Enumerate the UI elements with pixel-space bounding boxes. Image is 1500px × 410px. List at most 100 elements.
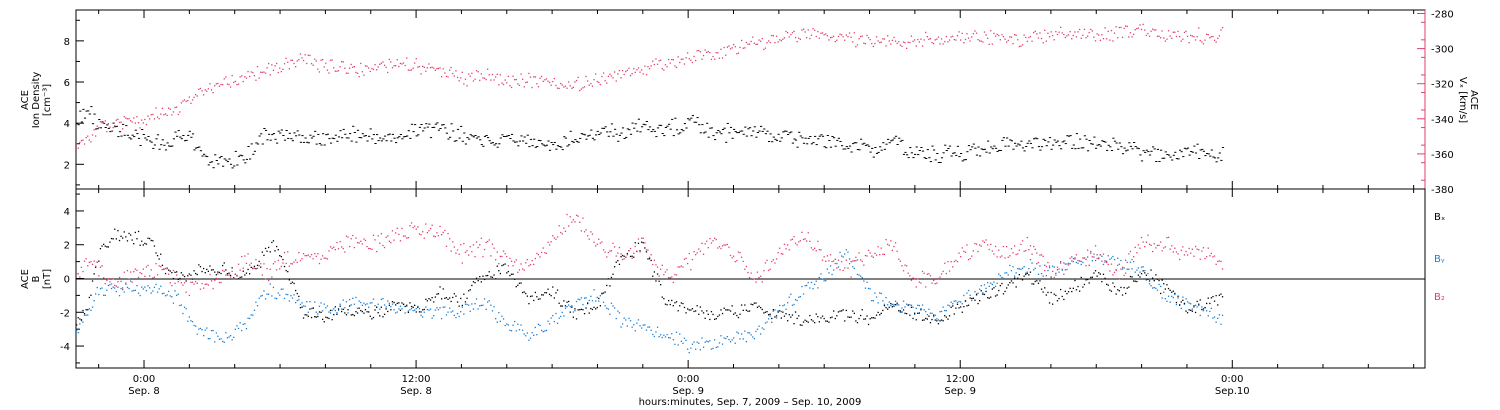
speed-point xyxy=(685,57,687,59)
density-point xyxy=(812,142,815,144)
by-point xyxy=(215,332,217,334)
bz-point xyxy=(648,256,651,258)
bx-point xyxy=(564,305,567,307)
bx-point xyxy=(291,281,294,283)
bx-point xyxy=(650,259,652,262)
speed-point xyxy=(280,71,282,73)
bz-point xyxy=(961,247,963,249)
speed-point xyxy=(231,74,233,77)
speed-point xyxy=(1066,35,1068,37)
by-point xyxy=(834,258,836,260)
bz-point xyxy=(826,255,828,257)
density-point xyxy=(477,136,480,138)
by-point xyxy=(775,317,778,319)
bx-point xyxy=(493,274,495,276)
density-point xyxy=(1137,148,1140,150)
speed-point xyxy=(107,123,109,125)
density-point xyxy=(820,134,823,136)
speed-point xyxy=(677,56,679,58)
bz-point xyxy=(402,235,405,237)
bz-point xyxy=(664,271,667,273)
density-point xyxy=(1126,149,1129,151)
bx-point xyxy=(1179,304,1181,306)
by-point xyxy=(894,300,897,302)
bx-point xyxy=(917,312,919,314)
bx-point xyxy=(1210,297,1212,299)
bx-point xyxy=(858,317,860,320)
by-point xyxy=(106,289,108,291)
speed-point xyxy=(144,118,146,121)
by-point xyxy=(815,280,817,282)
density-point xyxy=(853,142,856,144)
density-point xyxy=(1061,141,1064,143)
by-point xyxy=(287,293,289,296)
by-point xyxy=(1098,257,1100,259)
bx-point xyxy=(747,310,749,312)
speed-point xyxy=(552,80,554,83)
density-point xyxy=(147,136,150,137)
speed-point xyxy=(945,35,947,38)
speed-point xyxy=(477,71,479,73)
bz-point xyxy=(471,251,473,253)
bz-point xyxy=(250,262,252,264)
bz-point xyxy=(925,286,927,288)
by-point xyxy=(1102,263,1105,266)
by-point xyxy=(1123,267,1125,269)
bx-point xyxy=(1194,311,1197,314)
bz-point xyxy=(422,231,424,233)
speed-point xyxy=(633,68,635,70)
bz-point xyxy=(361,243,363,245)
bz-point xyxy=(839,269,841,271)
speed-point xyxy=(391,67,394,69)
speed-point xyxy=(79,141,81,143)
bz-point xyxy=(929,275,932,277)
speed-point xyxy=(964,38,967,41)
speed-point xyxy=(250,71,252,73)
bx-point xyxy=(1001,282,1003,285)
by-point xyxy=(682,342,684,344)
bx-point xyxy=(1199,299,1201,301)
bz-point xyxy=(1207,247,1209,249)
by-point xyxy=(302,305,305,307)
density-point xyxy=(1040,146,1044,148)
bz-point xyxy=(560,231,562,234)
bx-point xyxy=(566,301,568,303)
bz-point xyxy=(372,234,375,236)
bx-point xyxy=(466,297,468,299)
speed-point xyxy=(548,81,551,84)
density-point xyxy=(552,144,555,146)
density-point xyxy=(388,133,391,135)
density-point xyxy=(753,126,756,128)
density-point xyxy=(623,138,626,139)
bz-point xyxy=(526,259,528,261)
speed-point xyxy=(177,113,179,116)
bz-point xyxy=(396,227,398,229)
by-point xyxy=(266,293,268,295)
bx-point xyxy=(656,273,659,275)
speed-point xyxy=(1188,42,1190,44)
speed-point xyxy=(101,122,103,124)
by-point xyxy=(1121,268,1124,270)
speed-point xyxy=(863,42,865,44)
speed-point xyxy=(488,74,490,76)
by-point xyxy=(442,306,444,308)
by-point xyxy=(372,298,375,300)
bx-point xyxy=(106,246,108,248)
by-point xyxy=(136,285,138,287)
density-point xyxy=(1006,137,1009,139)
by-point xyxy=(317,313,319,315)
by-point xyxy=(769,315,771,317)
density-point xyxy=(193,149,196,151)
bx-point xyxy=(1045,294,1047,296)
by-point xyxy=(791,304,794,306)
speed-point xyxy=(1128,36,1130,38)
density-point xyxy=(1028,140,1031,142)
by-point xyxy=(404,312,406,314)
by-point xyxy=(533,334,535,336)
bx-point xyxy=(445,297,448,299)
density-point xyxy=(561,149,564,151)
by-point xyxy=(955,300,957,302)
by-point xyxy=(1160,285,1162,288)
speed-point xyxy=(733,43,735,46)
speed-point xyxy=(444,72,446,74)
